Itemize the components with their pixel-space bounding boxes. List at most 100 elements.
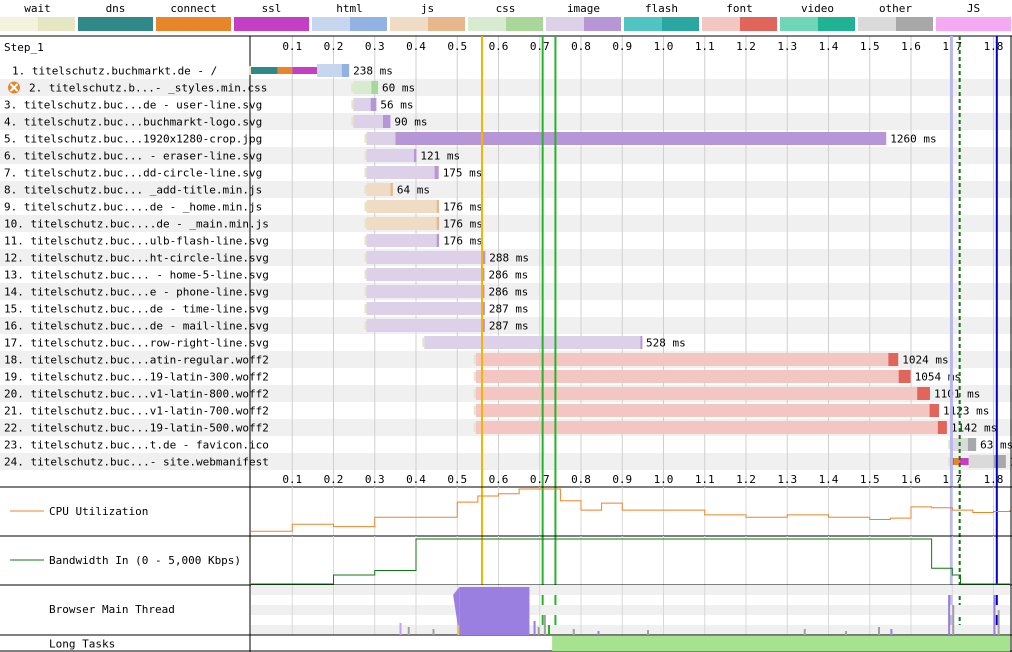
bar-ttfb <box>366 200 437 213</box>
bar-wait <box>473 372 476 381</box>
legend-label: connect <box>170 2 217 15</box>
legend-swatch <box>234 17 309 31</box>
bar-download <box>929 404 940 417</box>
tick-label-top: 1.4 <box>819 40 839 53</box>
main-thread-activity <box>948 595 951 635</box>
request-label: 8. titelschutz.buc... _add-title.min.js <box>4 184 262 197</box>
bar-ttfb <box>366 183 391 196</box>
legend: wait dns connect ssl html js css image flash font… <box>0 0 1012 34</box>
request-label: 2. titelschutz.b...- _styles.min.css <box>29 82 267 95</box>
request-label: 11. titelschutz.buc...ulb-flash-line.svg <box>4 235 269 248</box>
tick-label-top: 1.3 <box>777 40 797 53</box>
legend-item-css: css <box>468 0 543 34</box>
tick-label-bottom: 1.6 <box>901 473 921 486</box>
request-label: 12. titelschutz.buc...ht-circle-line.svg <box>4 252 269 265</box>
legend-item-video: video <box>780 0 855 34</box>
bar-download <box>413 149 417 162</box>
row-stripe <box>0 215 1012 232</box>
tick-label-top: 0.9 <box>612 40 632 53</box>
bar-ttfb <box>353 81 372 94</box>
request-duration: 286 ms <box>488 286 528 299</box>
bar-connect <box>953 458 960 465</box>
bar-download <box>917 387 930 400</box>
bar-wait <box>249 66 251 75</box>
bar-ssl <box>959 458 969 465</box>
bar-ttfb <box>366 217 437 230</box>
tick-label-top: 0.2 <box>324 40 344 53</box>
bar-download <box>993 455 1006 468</box>
legend-swatch <box>78 17 153 31</box>
request-label: 20. titelschutz.buc...v1-latin-800.woff2 <box>4 388 269 401</box>
bandwidth-line <box>251 538 1010 585</box>
request-duration: 176 ms <box>443 201 483 214</box>
legend-label: font <box>726 2 753 15</box>
request-duration: 287 ms <box>489 303 529 316</box>
bar-ttfb <box>366 285 482 298</box>
tick-label-bottom: 1.1 <box>695 473 715 486</box>
tick-label-bottom: 1.3 <box>777 473 797 486</box>
tick-label-bottom: 1.2 <box>736 473 756 486</box>
request-duration: 1101 ms <box>934 388 980 401</box>
request-duration: 287 ms <box>489 320 529 333</box>
step-label: Step_1 <box>4 41 44 54</box>
bar-ttfb <box>366 268 482 281</box>
request-label: 23. titelschutz.buc...t.de - favicon.ico <box>4 439 269 452</box>
bar-ttfb <box>353 115 383 128</box>
request-label: 6. titelschutz.buc... - eraser-line.svg <box>4 150 262 163</box>
request-duration: 238 ms <box>353 65 393 78</box>
request-label: 16. titelschutz.buc...de - mail-line.svg <box>4 320 269 333</box>
long-tasks-bar <box>552 636 1010 651</box>
bar-wait <box>473 423 476 432</box>
legend-label: dns <box>105 2 126 15</box>
bar-wait <box>364 321 367 330</box>
bar-download <box>898 370 911 383</box>
main-thread-activity <box>572 629 575 635</box>
legend-label: css <box>495 2 516 15</box>
bar-wait <box>351 117 354 126</box>
legend-item-js-execution: JS Execution <box>936 0 1011 34</box>
bar-download <box>390 183 393 196</box>
bandwidth-label: Bandwidth In (0 - 5,000 Kbps) <box>49 554 241 567</box>
bar-download <box>482 251 486 264</box>
bar-ttfb <box>366 251 482 264</box>
bar-dns <box>251 67 278 74</box>
bar-ttfb <box>424 336 641 349</box>
bar-connect <box>277 67 293 74</box>
bar-ttfb <box>366 302 482 315</box>
request-duration: 286 ms <box>488 269 528 282</box>
tick-label-bottom: 0.5 <box>447 473 467 486</box>
cpu-line <box>251 488 1011 532</box>
row-stripe <box>0 249 1012 266</box>
main-thread-activity <box>407 627 410 635</box>
bar-download <box>395 132 887 145</box>
main-thread-activity <box>453 587 460 635</box>
request-label: 14. titelschutz.buc...e - phone-line.svg <box>4 286 269 299</box>
main-thread-activity <box>993 595 996 635</box>
request-label: 1. titelschutz.buchmarkt.de - / <box>12 65 217 78</box>
request-duration: 1260 ms <box>890 133 936 146</box>
bar-wait <box>948 440 951 449</box>
legend-swatch <box>0 17 75 31</box>
bar-wait <box>473 406 476 415</box>
bar-wait <box>364 287 367 296</box>
legend-swatch <box>702 17 777 31</box>
tick-label-bottom: 0.2 <box>324 473 344 486</box>
main-thread-activity <box>533 621 536 635</box>
tick-label-top: 1.8 <box>984 40 1004 53</box>
tick-label-top: 0.4 <box>406 40 426 53</box>
legend-item-image: image <box>546 0 621 34</box>
bar-download <box>436 234 440 247</box>
request-label: 9. titelschutz.buc....de - _home.min.js <box>4 201 262 214</box>
row-stripe <box>0 453 1012 470</box>
bar-download <box>482 319 485 332</box>
bar-wait <box>473 355 476 364</box>
legend-label: other <box>878 2 913 15</box>
row-stripe <box>0 79 1012 96</box>
bar-wait <box>351 100 354 109</box>
bar-download <box>436 200 440 213</box>
bar-ttfb <box>366 149 414 162</box>
tick-label-top: 1.5 <box>860 40 880 53</box>
request-duration: 90 ms <box>394 116 427 129</box>
legend-swatch <box>624 17 699 31</box>
request-duration: 64 ms <box>397 184 430 197</box>
